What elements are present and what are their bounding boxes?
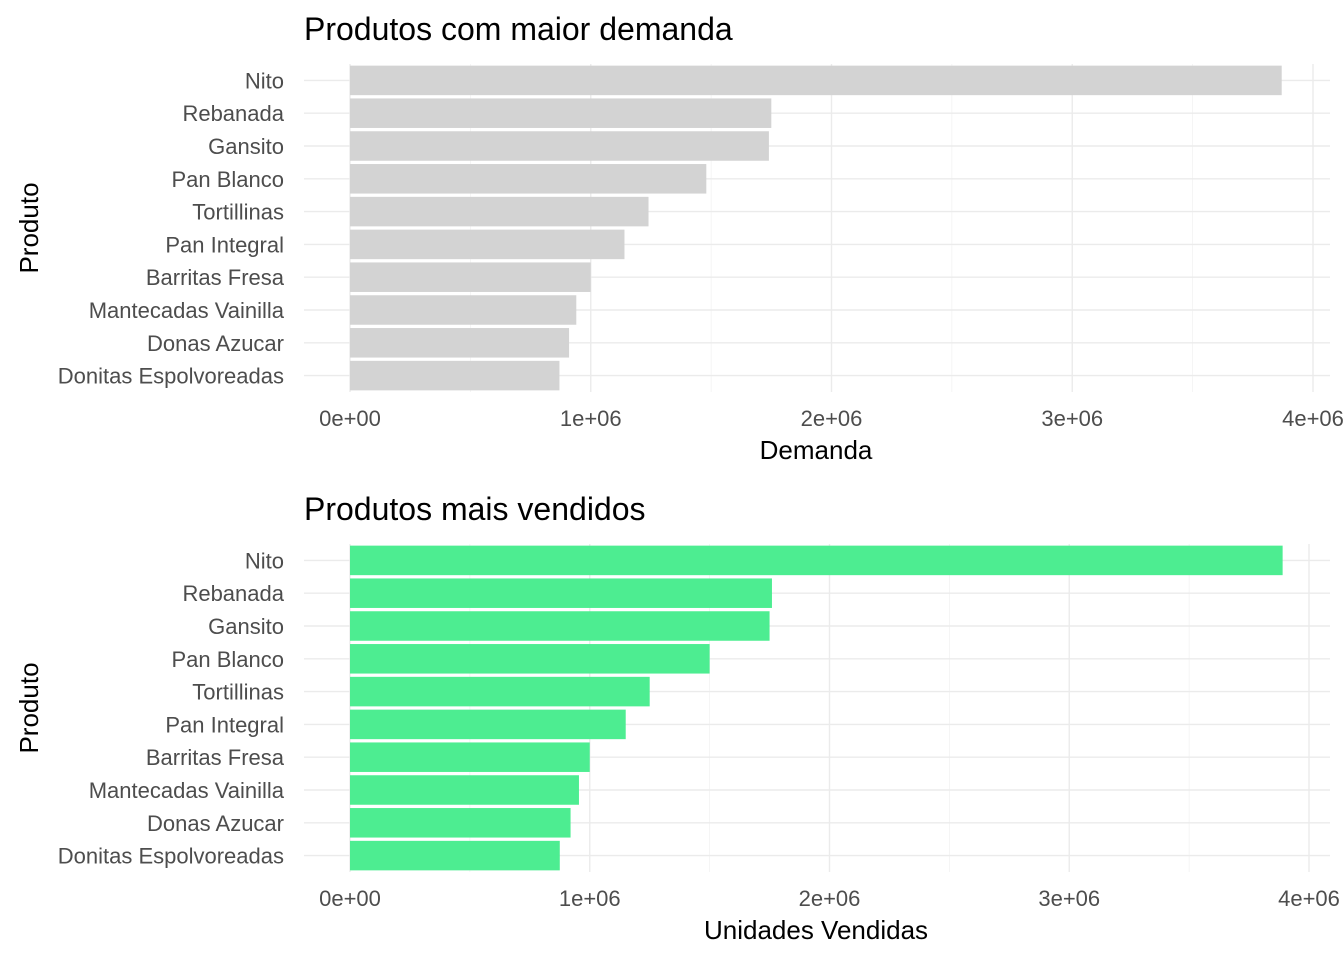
bar — [350, 328, 570, 358]
bar — [350, 164, 707, 194]
category-label: Pan Blanco — [171, 167, 284, 192]
y-axis-title: Produto — [14, 662, 44, 753]
category-label: Donitas Espolvoreadas — [58, 364, 284, 389]
category-label: Pan Blanco — [171, 647, 284, 672]
category-label: Rebanada — [182, 101, 284, 126]
chart-demand: Produtos com maior demanda Nito Rebanada G… — [14, 11, 1344, 465]
bar — [350, 98, 772, 128]
chart-title: Produtos com maior demanda — [304, 11, 733, 47]
category-label: Donitas Espolvoreadas — [58, 844, 284, 869]
bar — [350, 360, 560, 391]
bar — [350, 131, 769, 161]
category-labels: Nito Rebanada Gansito Pan Blanco Tortillinas… — [58, 548, 285, 868]
bar — [350, 644, 710, 674]
bar — [350, 578, 772, 608]
category-label: Gansito — [208, 134, 284, 159]
category-labels: Nito Rebanada Gansito Pan Blanco Tortillinas… — [58, 68, 285, 388]
x-tick-label: 2e+06 — [799, 886, 861, 911]
category-label: Barritas Fresa — [146, 265, 285, 290]
chart-title: Produtos mais vendidos — [304, 491, 646, 527]
category-label: Barritas Fresa — [146, 745, 285, 770]
x-tick-label: 1e+06 — [559, 886, 621, 911]
category-label: Mantecadas Vainilla — [89, 298, 285, 323]
bar — [350, 295, 577, 325]
x-tick-labels: 0e+00 1e+06 2e+06 3e+06 4e+06 — [319, 886, 1340, 911]
x-tick-labels: 0e+00 1e+06 2e+06 3e+06 4e+06 — [319, 406, 1344, 431]
x-tick-label: 0e+00 — [319, 886, 381, 911]
category-label: Donas Azucar — [147, 331, 284, 356]
category-label: Pan Integral — [165, 232, 284, 257]
x-tick-label: 2e+06 — [801, 406, 863, 431]
bar — [350, 709, 626, 740]
x-tick-label: 1e+06 — [560, 406, 622, 431]
category-label: Tortillinas — [192, 200, 284, 225]
category-label: Rebanada — [182, 581, 284, 606]
chart-sold-units: Produtos mais vendidos Nito Rebanada Gansi… — [14, 491, 1340, 945]
bar — [350, 65, 1282, 96]
bar — [350, 775, 579, 805]
category-label: Mantecadas Vainilla — [89, 778, 285, 803]
x-tick-label: 3e+06 — [1041, 406, 1103, 431]
bars — [350, 545, 1283, 871]
bars — [350, 65, 1282, 391]
x-axis-title: Unidades Vendidas — [704, 915, 928, 945]
category-label: Nito — [245, 548, 284, 573]
category-label: Tortillinas — [192, 680, 284, 705]
bar — [350, 196, 649, 227]
x-axis-title: Demanda — [760, 435, 873, 465]
category-label: Nito — [245, 68, 284, 93]
x-tick-label: 3e+06 — [1038, 886, 1100, 911]
bar — [350, 808, 571, 838]
bar — [350, 742, 590, 772]
bar — [350, 545, 1283, 576]
category-label: Pan Integral — [165, 712, 284, 737]
bar — [350, 611, 770, 641]
y-axis-title: Produto — [14, 182, 44, 273]
bar — [350, 840, 560, 871]
x-tick-label: 4e+06 — [1282, 406, 1344, 431]
category-label: Gansito — [208, 614, 284, 639]
bar — [350, 262, 591, 292]
bar — [350, 229, 625, 260]
x-tick-label: 4e+06 — [1278, 886, 1340, 911]
x-tick-label: 0e+00 — [319, 406, 381, 431]
bar — [350, 676, 650, 707]
category-label: Donas Azucar — [147, 811, 284, 836]
